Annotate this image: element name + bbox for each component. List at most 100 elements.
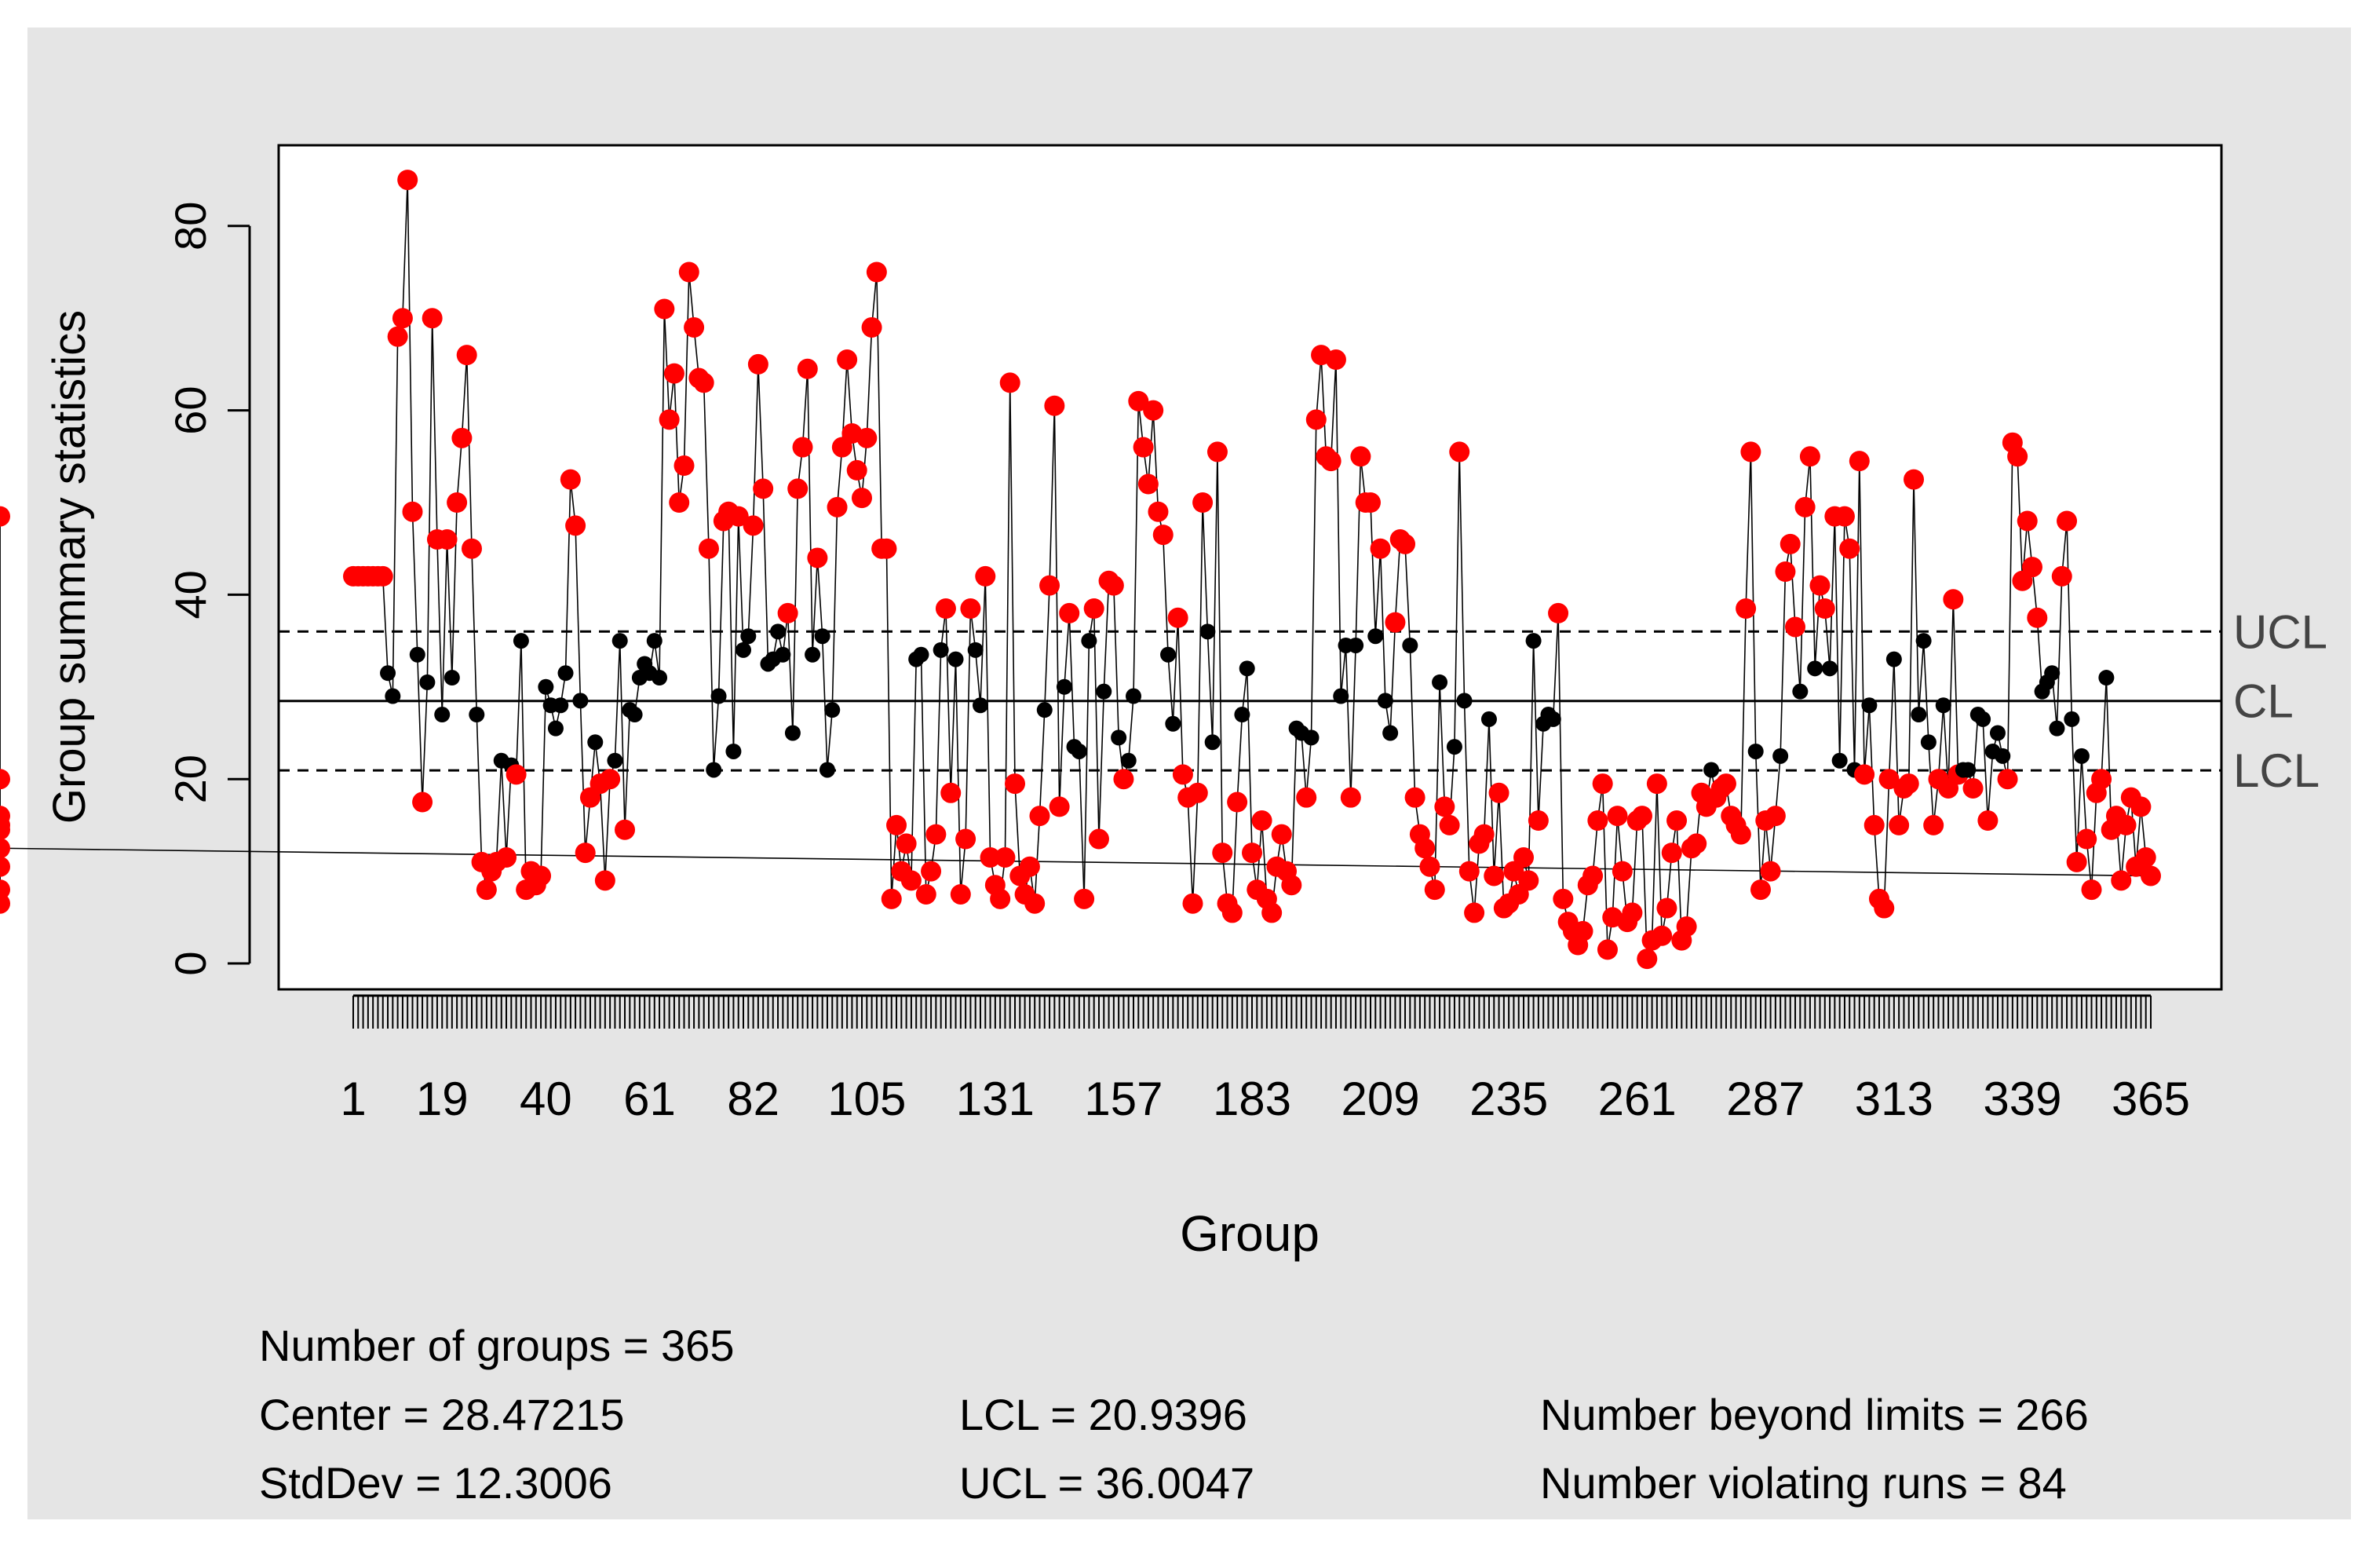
y-tick-label: 80 [166, 202, 215, 250]
data-point-out-of-control [1874, 897, 1895, 919]
series-segment [1685, 848, 1692, 927]
series-segment [821, 636, 828, 770]
series-segment [465, 355, 473, 549]
data-point [814, 628, 830, 645]
series-segment [1340, 645, 1347, 696]
data-point-out-of-control [1088, 828, 1109, 850]
y-axis: 0 20 40 60 80 [166, 202, 251, 976]
data-point [972, 697, 988, 714]
data-point-out-of-control [846, 459, 867, 481]
data-point [1456, 693, 1473, 709]
series-segment [2101, 678, 2108, 780]
data-point [1333, 688, 1349, 704]
series-segment [1004, 382, 1011, 857]
series-segment [2105, 678, 2112, 830]
series-segment [713, 696, 720, 770]
data-point-out-of-control [1340, 787, 1361, 808]
data-point-out-of-control [1809, 575, 1831, 596]
series-segment [1113, 585, 1119, 738]
summary-groups: Number of groups = 365 [259, 1321, 734, 1370]
data-point-out-of-control [1005, 773, 1026, 795]
data-point [824, 702, 841, 718]
series-segment [619, 641, 626, 830]
series-segment [1093, 608, 1100, 839]
series-segment [476, 714, 483, 862]
series-segment [1350, 645, 1356, 798]
data-point-out-of-control [881, 888, 902, 909]
data-point-out-of-control [1854, 764, 1875, 785]
series-segment [876, 272, 882, 549]
series-segment [1868, 705, 1875, 825]
series-segment [1454, 451, 1461, 748]
data-point-out-of-control [866, 261, 887, 283]
control-limits: UCL CL LCL [279, 605, 2327, 797]
data-point-out-of-control [506, 764, 527, 785]
data-point [385, 688, 401, 704]
data-point-out-of-control [1632, 806, 1653, 827]
series-segment [752, 364, 759, 526]
data-point-out-of-control [1350, 446, 1371, 467]
data-point-out-of-control [2051, 565, 2072, 587]
data-point-out-of-control [575, 843, 596, 864]
series-segment [673, 373, 681, 503]
data-point [444, 670, 460, 686]
series-segment [1053, 405, 1060, 807]
series-segment [1458, 451, 1466, 701]
data-point-out-of-control [1049, 796, 1070, 817]
series-segment [564, 479, 571, 674]
series-segment [950, 659, 957, 793]
series-segment [1972, 714, 1979, 788]
series-segment [1740, 608, 1747, 835]
data-point [538, 678, 554, 695]
data-point-out-of-control [1943, 589, 1964, 610]
data-point-out-of-control [698, 538, 719, 559]
series-segment [1463, 700, 1470, 872]
data-point-out-of-control [1325, 349, 1346, 371]
series-segment [801, 368, 809, 448]
series-segment [1192, 792, 1199, 904]
series-segment [1789, 543, 1796, 627]
data-point-out-of-control [1484, 865, 1505, 886]
series-segment [1745, 451, 1752, 609]
data-point [1071, 743, 1087, 759]
x-tick-label: 19 [416, 1073, 469, 1125]
data-point-out-of-control [461, 538, 482, 559]
data-point [1234, 707, 1250, 723]
data-point [557, 665, 574, 682]
data-point-out-of-control [1473, 824, 1495, 845]
series-segment [1538, 723, 1544, 821]
data-point [513, 633, 529, 649]
data-point-out-of-control [1750, 879, 1771, 901]
series-segment [1211, 451, 1218, 743]
data-point-out-of-control [1019, 856, 1040, 877]
data-point-out-of-control [1528, 810, 1549, 832]
data-point-out-of-control [886, 814, 907, 835]
data-point-out-of-control [1597, 939, 1618, 960]
data-point [913, 646, 929, 663]
data-point-out-of-control [990, 888, 1011, 909]
series-segment [1913, 479, 1920, 715]
data-point-out-of-control [387, 326, 408, 347]
series-segment [431, 318, 438, 539]
data-point-out-of-control [1686, 833, 1707, 854]
data-point-out-of-control [995, 846, 1016, 868]
data-point-out-of-control [693, 372, 714, 393]
series-segment [1177, 617, 1184, 775]
data-point-out-of-control [1128, 390, 1149, 411]
data-point [1402, 637, 1418, 653]
summary-violating-runs: Number violating runs = 84 [1540, 1458, 2067, 1508]
series-segment [2066, 521, 2073, 719]
series-segment [827, 710, 834, 770]
series-segment [1493, 792, 1500, 876]
series-segment [2081, 755, 2088, 839]
data-point [547, 720, 564, 737]
data-point-out-of-control [2135, 846, 2156, 868]
x-tick-label: 61 [623, 1073, 676, 1125]
data-point-out-of-control [797, 358, 818, 379]
data-point-out-of-control [960, 598, 981, 620]
data-point-out-of-control [837, 349, 858, 371]
limit-label-ucl: UCL [2233, 605, 2327, 658]
data-point [1239, 660, 1255, 677]
data-point-out-of-control [1083, 598, 1104, 620]
